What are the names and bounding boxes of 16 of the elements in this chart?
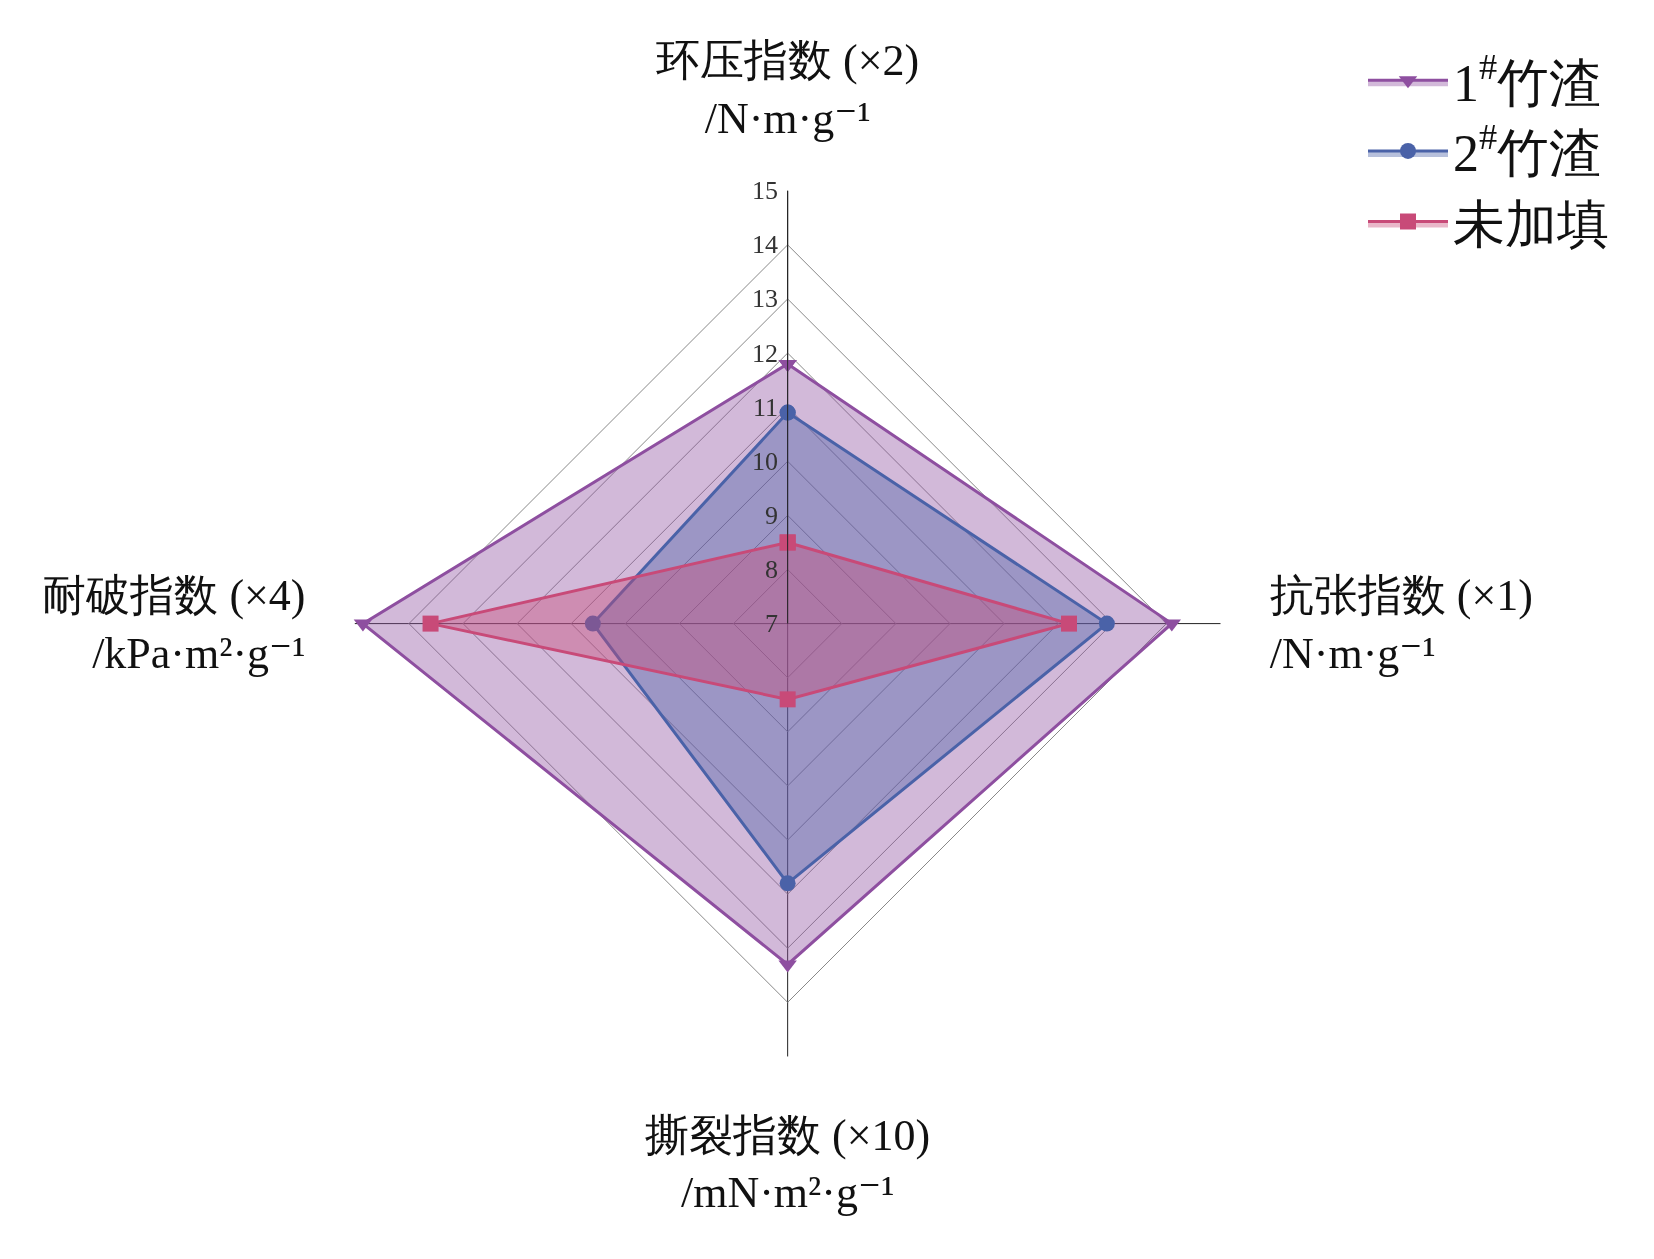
y-tick-label: 8 [765, 554, 779, 584]
y-tick-label: 15 [752, 176, 779, 206]
y-tick-label: 14 [752, 230, 779, 260]
spoke-label: 抗张指数 (×1) /N·m·g⁻¹ [1269, 571, 1533, 678]
y-tick-label: 7 [765, 609, 779, 639]
y-tick-label: 9 [765, 500, 779, 530]
legend-label: 2$^{#}$竹渣 [1453, 117, 1602, 183]
legend-label: 未加填 [1453, 195, 1609, 253]
y-tick-label: 11 [753, 392, 779, 422]
spoke-label: 撕裂指数 (×10) /mN·m²·g⁻¹ [645, 1110, 931, 1217]
y-tick-label: 12 [752, 338, 779, 368]
y-tick-label: 13 [752, 284, 779, 314]
y-tick-label: 10 [752, 446, 779, 476]
spoke-label: 环压指数 (×2) /N·m·g⁻¹ [656, 36, 920, 143]
legend-label: 1$^{#}$竹渣 [1453, 46, 1602, 112]
spoke-label: 耐破指数 (×4) /kPa·m²·g⁻¹ [42, 571, 306, 678]
